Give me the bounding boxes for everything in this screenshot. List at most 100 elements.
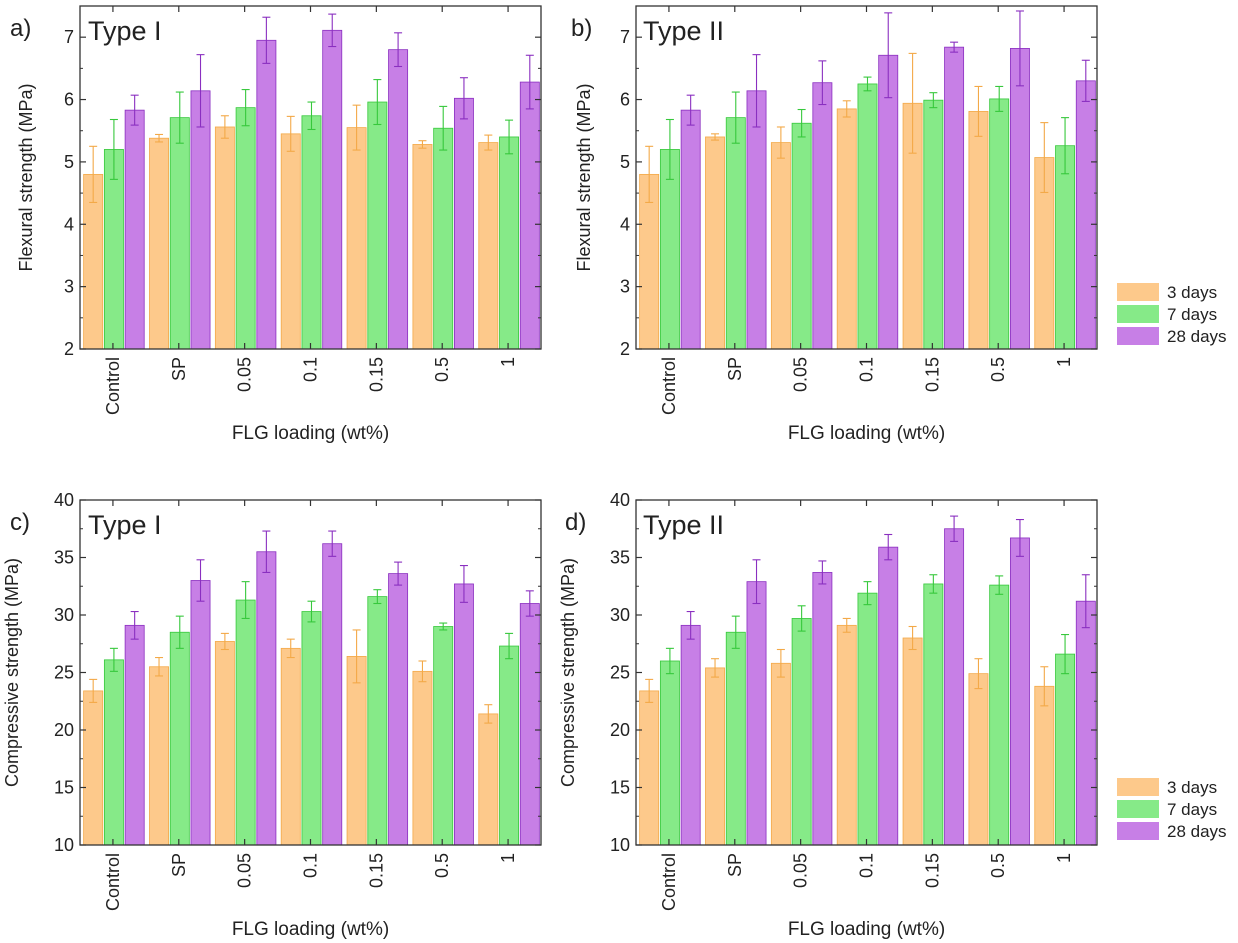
bar (923, 99, 944, 350)
panel-label: c) (10, 509, 30, 536)
y-tick-label: 10 (54, 835, 74, 855)
bar (968, 110, 989, 350)
bar (388, 49, 409, 350)
bar (725, 117, 746, 350)
y-tick-label: 7 (64, 27, 74, 47)
x-tick-label: 0.1 (857, 853, 877, 878)
x-tick-label: SP (725, 357, 745, 381)
x-axis-label: FLG loading (wt%) (232, 919, 389, 940)
bar (412, 670, 433, 846)
bar (433, 127, 454, 350)
y-tick-label: 3 (64, 277, 74, 297)
y-tick-label: 20 (610, 720, 630, 740)
bar (453, 583, 474, 846)
legend-label: 7 days (1167, 305, 1217, 324)
x-tick-label: 0.15 (922, 853, 942, 888)
bar (280, 133, 301, 350)
bar (169, 117, 190, 350)
x-tick-label: 0.1 (301, 357, 321, 382)
x-tick-label: 0.5 (988, 357, 1008, 382)
y-axis-label: Compressive strength (MPa) (558, 558, 578, 787)
panel-title: Type I (88, 16, 162, 46)
legend: 3 days 7 days 28 days (1117, 283, 1227, 346)
bar (725, 631, 746, 846)
x-tick-label: Control (659, 853, 679, 911)
bar (1009, 537, 1030, 846)
bar (746, 581, 767, 846)
y-tick-label: 4 (64, 214, 74, 234)
bar (388, 573, 409, 846)
y-tick-label: 20 (54, 720, 74, 740)
y-tick-label: 7 (620, 27, 630, 47)
y-tick-label: 30 (610, 605, 630, 625)
bar (923, 583, 944, 846)
bar (1055, 145, 1076, 350)
x-axis-label: FLG loading (wt%) (232, 423, 389, 444)
x-tick-label: 0.05 (235, 357, 255, 392)
bar (214, 126, 235, 350)
legend: 3 days 7 days 28 days (1117, 778, 1227, 841)
y-tick-label: 15 (54, 778, 74, 798)
y-tick-label: 6 (620, 90, 630, 110)
y-tick-label: 10 (610, 835, 630, 855)
x-tick-label: 0.5 (432, 357, 452, 382)
panel-title: Type I (88, 510, 162, 540)
x-tick-label: Control (103, 357, 123, 415)
x-tick-label: SP (725, 853, 745, 877)
y-tick-label: 6 (64, 90, 74, 110)
bar (214, 641, 235, 846)
panel-label: b) (571, 15, 592, 42)
bar (83, 690, 104, 846)
bar (433, 626, 454, 846)
bar (499, 136, 520, 350)
panel-title: Type II (643, 16, 724, 46)
x-axis-label: FLG loading (wt%) (788, 423, 945, 444)
y-axis-label: Compressive strength (MPa) (2, 558, 22, 787)
bar (680, 109, 701, 350)
bar (190, 90, 211, 350)
y-tick-label: 25 (54, 663, 74, 683)
bar (1075, 80, 1096, 350)
bar (791, 618, 812, 846)
bar (902, 637, 923, 846)
legend-label: 3 days (1167, 778, 1217, 797)
bar (770, 142, 791, 350)
bar (235, 107, 256, 350)
x-tick-label: SP (169, 853, 189, 877)
bar (322, 29, 343, 350)
bar (705, 667, 725, 846)
legend-swatch (1117, 305, 1159, 323)
bar (280, 647, 301, 846)
x-tick-label: SP (169, 357, 189, 381)
bar (639, 690, 660, 846)
bar (346, 656, 367, 846)
x-tick-label: 0.5 (432, 853, 452, 878)
legend-swatch (1117, 283, 1159, 301)
y-tick-label: 30 (54, 605, 74, 625)
x-tick-label: 1 (1054, 853, 1074, 863)
y-tick-label: 4 (620, 214, 630, 234)
legend-label: 28 days (1167, 822, 1227, 841)
bar (322, 543, 343, 846)
y-tick-label: 40 (610, 490, 630, 510)
bar (770, 662, 791, 846)
bar (1009, 48, 1030, 350)
bar (857, 592, 878, 846)
y-tick-label: 40 (54, 490, 74, 510)
bar (1075, 600, 1096, 846)
bar (705, 136, 725, 350)
x-tick-label: 0.5 (988, 853, 1008, 878)
x-axis-label: FLG loading (wt%) (788, 919, 945, 940)
y-tick-label: 35 (54, 548, 74, 568)
bar (190, 580, 211, 846)
bar (346, 127, 367, 350)
bar (944, 46, 965, 350)
bar (680, 624, 701, 846)
y-tick-label: 5 (64, 152, 74, 172)
bar (256, 551, 277, 846)
x-tick-label: 0.05 (791, 357, 811, 392)
x-tick-label: 0.1 (301, 853, 321, 878)
legend-label: 7 days (1167, 800, 1217, 819)
y-axis-label: Flexural strength (MPa) (574, 83, 594, 271)
